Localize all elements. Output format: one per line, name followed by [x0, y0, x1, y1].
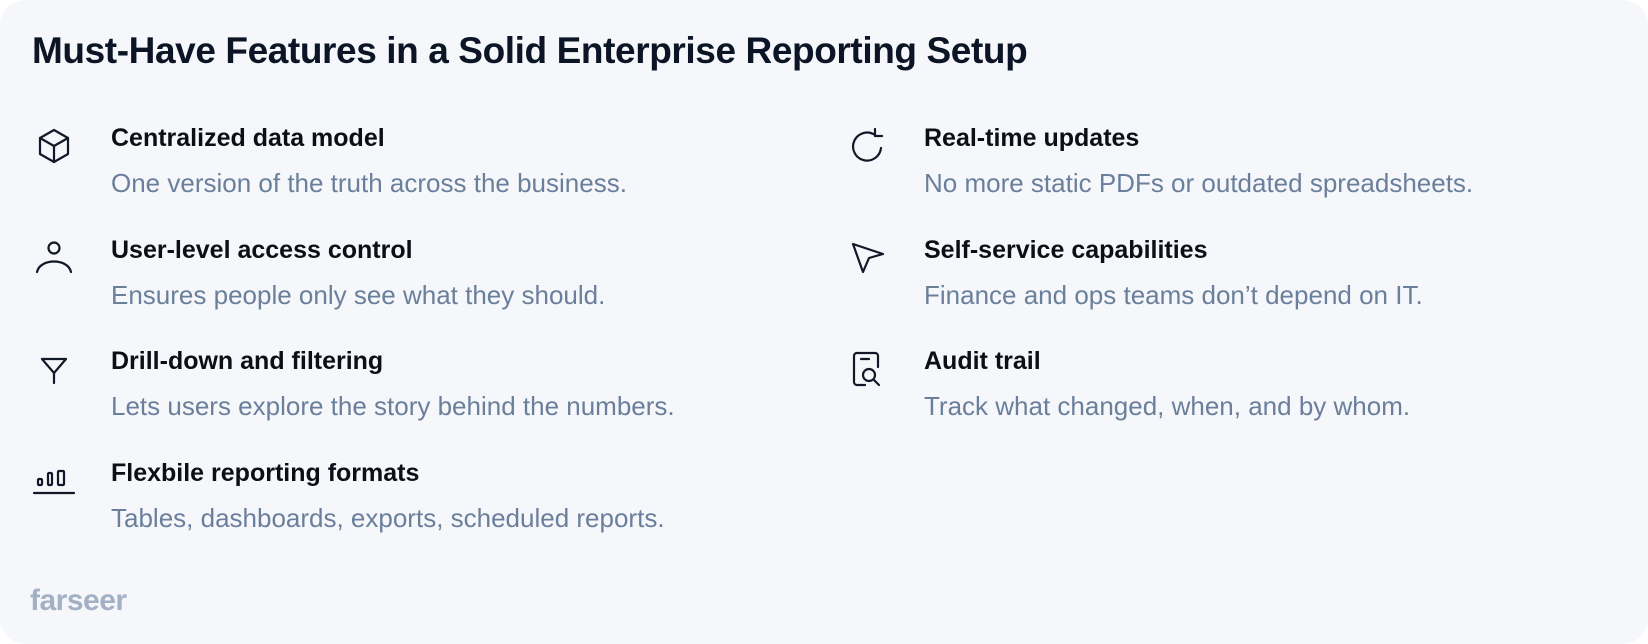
feature-title: Self-service capabilities: [924, 236, 1208, 264]
refresh-icon: [845, 124, 889, 168]
cursor-icon: [845, 236, 889, 280]
filter-icon: [32, 347, 76, 391]
farseer-logo: farseer: [30, 584, 127, 617]
file-search-icon: [845, 347, 889, 391]
feature-self-service-capabilities: Self-service capabilities Finance and op…: [845, 236, 1625, 336]
page-title: Must-Have Features in a Solid Enterprise…: [32, 30, 1028, 71]
feature-title: User-level access control: [111, 236, 413, 264]
feature-description: One version of the truth across the busi…: [111, 168, 627, 198]
feature-description: Ensures people only see what they should…: [111, 280, 606, 310]
cube-icon: [32, 124, 76, 168]
feature-user-level-access-control: User-level access control Ensures people…: [32, 236, 812, 336]
feature-title: Drill-down and filtering: [111, 347, 384, 375]
feature-drill-down-and-filtering: Drill-down and filtering Lets users expl…: [32, 347, 812, 447]
feature-description: Finance and ops teams don’t depend on IT…: [924, 280, 1423, 310]
feature-audit-trail: Audit trail Track what changed, when, an…: [845, 347, 1625, 447]
feature-title: Audit trail: [924, 347, 1041, 375]
feature-description: Lets users explore the story behind the …: [111, 391, 675, 421]
feature-title: Flexbile reporting formats: [111, 459, 420, 487]
feature-title: Real-time updates: [924, 124, 1140, 152]
feature-real-time-updates: Real-time updates No more static PDFs or…: [845, 124, 1625, 224]
bar-chart-icon: [32, 459, 76, 503]
user-icon: [32, 236, 76, 280]
feature-description: Tables, dashboards, exports, scheduled r…: [111, 503, 665, 533]
feature-title: Centralized data model: [111, 124, 385, 152]
feature-flexible-reporting-formats: Flexbile reporting formats Tables, dashb…: [32, 459, 812, 559]
feature-description: No more static PDFs or outdated spreadsh…: [924, 168, 1474, 198]
feature-centralized-data-model: Centralized data model One version of th…: [32, 124, 812, 224]
feature-description: Track what changed, when, and by whom.: [924, 391, 1411, 421]
